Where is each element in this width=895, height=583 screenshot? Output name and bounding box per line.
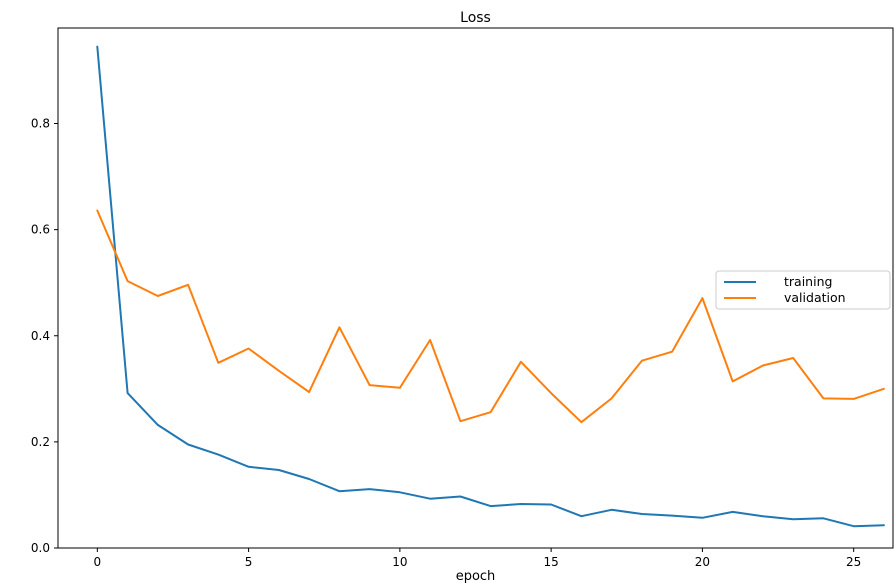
x-tick-label: 0 — [94, 555, 102, 569]
y-tick-label: 0.4 — [31, 329, 50, 343]
y-tick-label: 0.6 — [31, 223, 50, 237]
y-tick-label: 0.2 — [31, 435, 50, 449]
legend-label-validation: validation — [784, 290, 846, 305]
plot-area — [57, 27, 894, 549]
x-tick-label: 10 — [392, 555, 407, 569]
plot-frame — [57, 27, 894, 549]
y-tick-label: 0.8 — [31, 117, 50, 131]
x-axis-label: epoch — [456, 569, 496, 583]
x-tick-label: 5 — [245, 555, 253, 569]
series-group — [96, 45, 885, 528]
chart-title: Loss — [460, 10, 491, 26]
series-line-validation — [96, 209, 885, 424]
legend-label-training: training — [784, 274, 832, 289]
y-axis: 0.0 0.2 0.4 0.6 0.8 — [31, 117, 58, 555]
series-line-training — [96, 45, 885, 528]
x-tick-label: 15 — [543, 555, 558, 569]
x-tick-label: 20 — [695, 555, 710, 569]
x-tick-label: 25 — [846, 555, 861, 569]
legend-box — [715, 270, 891, 310]
y-tick-label: 0.0 — [31, 541, 50, 555]
x-axis: 0 5 10 15 20 25 — [94, 548, 861, 569]
